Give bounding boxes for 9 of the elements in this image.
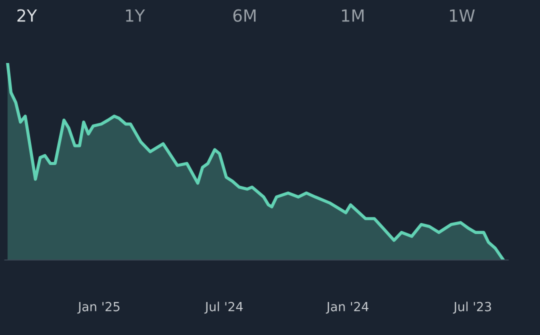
text: 1M <box>342 9 364 22</box>
x-tick-label: Jan '24 <box>326 302 368 314</box>
x-tick-label: Jan '25 <box>77 302 120 314</box>
text: 6M <box>233 9 256 22</box>
x-tick-label: Jul '24 <box>204 302 243 314</box>
text: 1W <box>450 9 475 22</box>
text: 1Y <box>126 9 146 22</box>
text: 2Y <box>17 9 38 22</box>
x-tick-label: Jul '23 <box>452 302 492 314</box>
